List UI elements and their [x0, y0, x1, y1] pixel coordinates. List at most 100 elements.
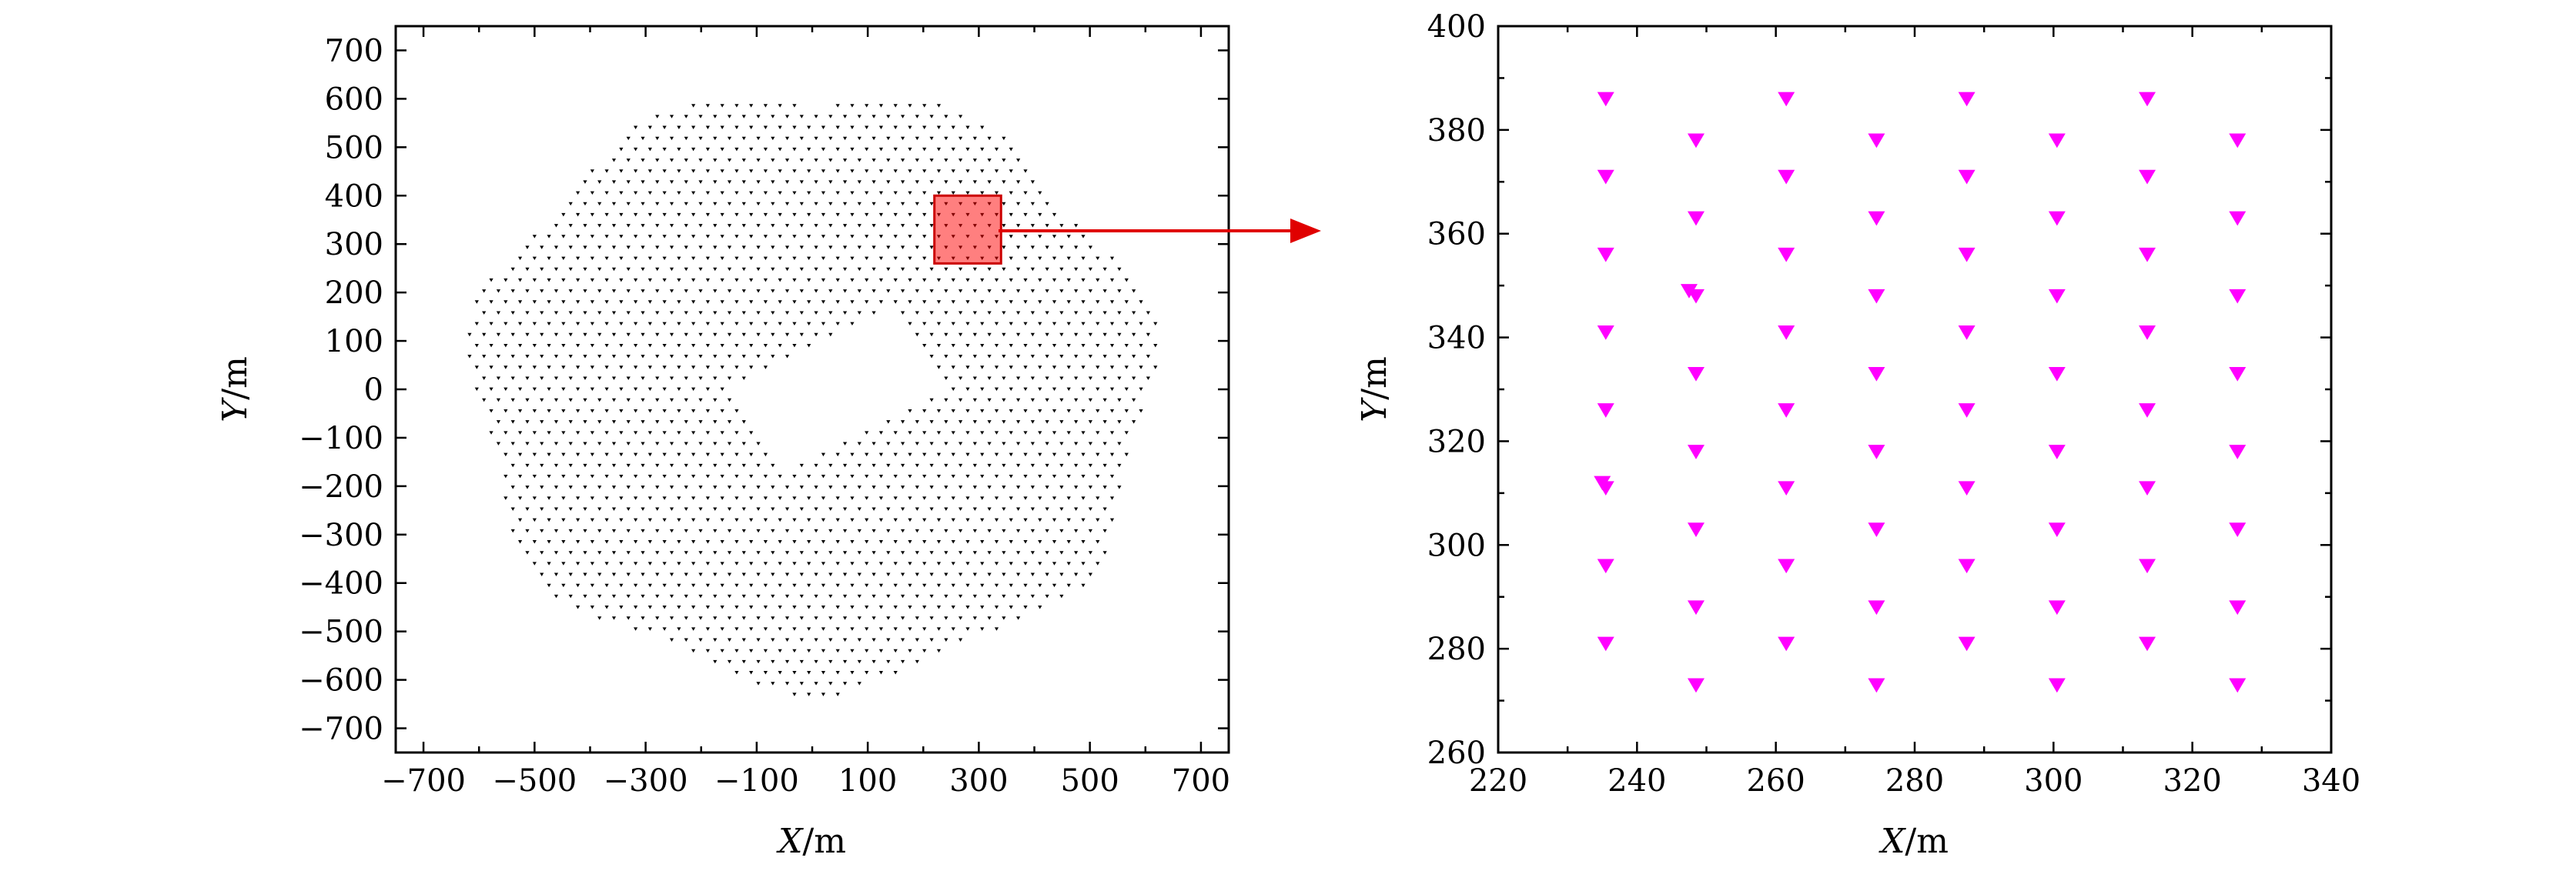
data-point [705, 235, 710, 239]
data-point [871, 594, 876, 599]
data-point [503, 278, 508, 282]
data-point [626, 616, 631, 620]
data-point [554, 551, 559, 555]
data-point [850, 452, 855, 457]
data-point [1009, 452, 1013, 457]
y-axis-label: Y/m [216, 356, 255, 422]
data-point [871, 136, 876, 141]
data-point [835, 300, 840, 304]
data-point [626, 202, 631, 206]
x-tick-label: 320 [2163, 763, 2221, 799]
data-point [727, 529, 732, 533]
data-point [994, 278, 999, 282]
data-point [799, 486, 804, 489]
data-point [1096, 300, 1100, 304]
data-point [1124, 322, 1129, 326]
data-point [634, 431, 638, 435]
data-point [1009, 300, 1013, 304]
data-point [741, 638, 746, 642]
data-point [1778, 403, 1795, 418]
data-point [778, 256, 782, 261]
data-point [669, 551, 674, 555]
data-point [540, 398, 544, 402]
data-point [1045, 376, 1049, 380]
data-point [554, 355, 559, 359]
data-point [611, 376, 617, 380]
data-point [1030, 202, 1035, 206]
data-point [684, 180, 688, 184]
data-point [1038, 191, 1042, 195]
data-point [785, 594, 790, 599]
data-point [785, 180, 790, 184]
data-point [662, 474, 667, 479]
data-point [634, 562, 638, 566]
data-point [698, 289, 703, 293]
data-point [958, 594, 963, 599]
data-point [871, 463, 876, 468]
data-point [893, 256, 898, 261]
data-point [540, 463, 544, 468]
data-point [878, 540, 884, 544]
data-point [965, 431, 970, 435]
data-point [842, 180, 848, 184]
data-point [713, 507, 718, 511]
data-point [496, 332, 501, 337]
data-point [1153, 365, 1158, 369]
data-point [771, 638, 775, 642]
data-point [641, 159, 645, 162]
data-point [669, 442, 674, 446]
data-point [850, 256, 855, 261]
data-point [994, 169, 999, 173]
data-point [727, 289, 732, 293]
data-point [922, 147, 927, 152]
data-point [785, 659, 790, 664]
data-point [741, 463, 746, 468]
data-point [1778, 169, 1795, 185]
data-point [1023, 474, 1028, 479]
data-point [1074, 442, 1079, 446]
data-point [842, 224, 848, 228]
data-point [662, 562, 667, 566]
data-point [994, 474, 999, 479]
data-point [893, 278, 898, 282]
data-point [886, 442, 891, 446]
data-point [611, 420, 617, 424]
data-point [1059, 398, 1064, 402]
data-point [489, 409, 493, 413]
data-point [482, 355, 487, 359]
data-point [561, 365, 566, 369]
data-point [771, 529, 775, 533]
data-point [720, 496, 724, 500]
data-point [994, 540, 999, 544]
data-point [900, 311, 905, 315]
data-point [1059, 420, 1064, 424]
data-point [705, 518, 710, 522]
data-point [1059, 376, 1064, 380]
data-point [908, 235, 912, 239]
data-point [532, 452, 537, 457]
data-point [771, 486, 775, 489]
data-point [547, 322, 551, 326]
data-point [893, 104, 898, 108]
data-point [662, 191, 667, 195]
data-point [1002, 572, 1006, 576]
data-point [554, 529, 559, 533]
data-point [1109, 431, 1115, 435]
zoom-plot: 220 240 260 280 300 320 3402602803003203403603… [1355, 9, 2360, 861]
data-point [677, 452, 681, 457]
data-point [705, 606, 710, 609]
data-point [1002, 159, 1006, 162]
data-point [1052, 300, 1057, 304]
data-point [590, 300, 594, 304]
data-point [1052, 322, 1057, 326]
data-point [734, 365, 739, 369]
data-point [944, 376, 948, 380]
data-point [987, 376, 992, 380]
data-point [965, 387, 970, 392]
data-point [908, 518, 912, 522]
data-point [1109, 365, 1115, 369]
data-point [893, 496, 898, 500]
data-point [878, 300, 884, 304]
data-point [763, 606, 768, 609]
data-point [1088, 420, 1092, 424]
